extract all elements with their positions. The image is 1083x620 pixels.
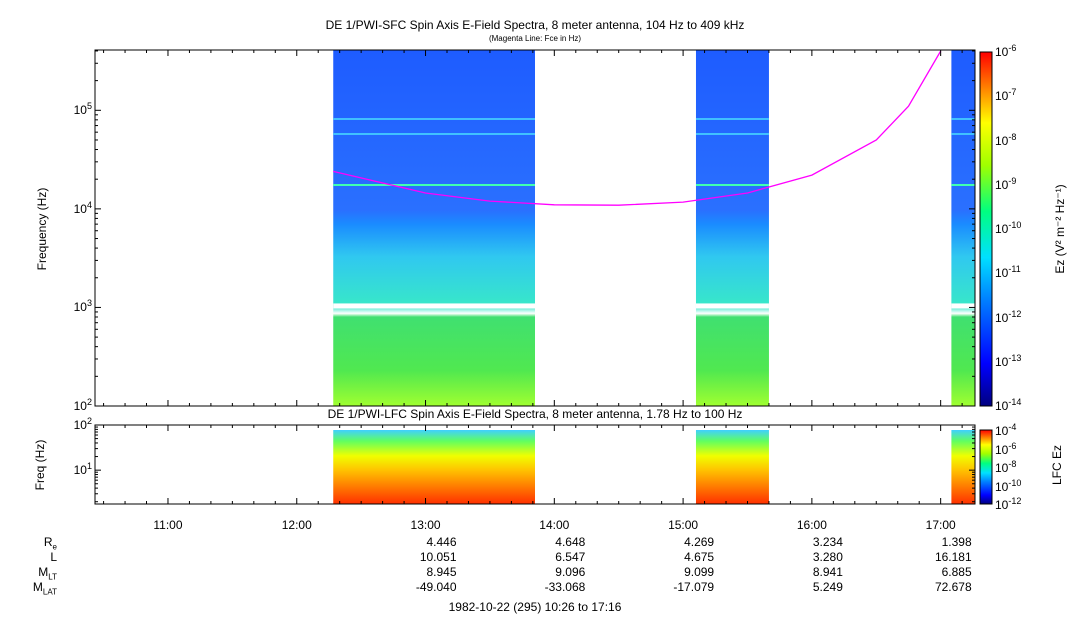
sfc-colorbar-tick: 10-7: [995, 87, 1017, 104]
sfc-ytick-label: 104: [73, 199, 92, 216]
lfc-colorbar-tick: 10-4: [995, 422, 1017, 438]
x-tick-label: 12:00: [281, 518, 312, 532]
lfc-colorbar-tick: 10-10: [995, 477, 1022, 494]
sfc-ytick-label: 103: [73, 298, 92, 315]
sfc-colorbar-tick: 10-10: [995, 220, 1022, 236]
ephemeris-value: 4.675: [684, 550, 715, 564]
x-tick-label: 14:00: [539, 518, 570, 532]
lfc-segment-1: [333, 430, 535, 504]
x-tick-label: 15:00: [668, 518, 699, 532]
sfc-stripe: [951, 133, 975, 135]
sfc-gap-band: [333, 303, 535, 309]
ephemeris-value: 4.446: [426, 535, 457, 549]
sfc-stripe: [951, 118, 975, 120]
ephemeris-value: 9.096: [555, 565, 586, 579]
ephemeris-value: -49.040: [415, 580, 457, 594]
sfc-colorbar-tick: 10-9: [995, 175, 1017, 192]
sfc-segment-1: [333, 50, 535, 406]
ephemeris-row-label: MLAT: [32, 580, 57, 597]
sfc-segment-2: [695, 50, 769, 406]
ephemeris-value: 6.885: [941, 565, 972, 579]
sfc-colorbar-tick: 10-11: [995, 264, 1021, 281]
sfc-stripe: [695, 133, 769, 135]
ephemeris-value: 16.181: [934, 550, 972, 564]
lfc-colorbar-tick: 10-12: [995, 496, 1022, 512]
lfc-ytick-label: 101: [73, 461, 92, 478]
ephemeris-value: 8.945: [426, 565, 457, 579]
fce-line: [333, 50, 942, 206]
lfc-colorbar: [979, 429, 993, 505]
sfc-colorbar-tick: 10-8: [995, 131, 1017, 148]
x-tick-label: 17:00: [925, 518, 956, 532]
ephemeris-value: -17.079: [673, 580, 715, 594]
sfc-stripe: [333, 118, 535, 120]
sfc-stripe: [333, 184, 535, 186]
lfc-colorbar-tick: 10-6: [995, 440, 1017, 457]
lfc-segment-3: [951, 430, 975, 504]
x-tick-label: 16:00: [796, 518, 827, 532]
time-range-footer: 1982-10-22 (295) 10:26 to 17:16: [448, 600, 622, 614]
ephemeris-value: 1.398: [941, 535, 972, 549]
ephemeris-row-label: L: [50, 550, 57, 564]
ephemeris-row-label: Re: [43, 535, 57, 552]
sfc-ytick-label: 102: [73, 397, 92, 413]
sfc-stripe: [695, 184, 769, 186]
sfc-gap-band: [951, 303, 975, 309]
x-tick-label: 11:00: [153, 518, 183, 532]
sfc-stripe: [695, 118, 769, 120]
lfc-plot-frame: [94, 424, 976, 505]
ephemeris-row-label: MLT: [38, 565, 57, 582]
sfc-plot-frame: [94, 49, 976, 407]
ephemeris-value: 72.678: [934, 580, 972, 594]
lfc-ytick-label: 102: [73, 416, 92, 432]
sfc-subtitle: (Magenta Line: Fce in Hz): [488, 34, 582, 43]
sfc-title: DE 1/PWI-SFC Spin Axis E-Field Spectra, …: [325, 18, 745, 32]
sfc-ytick-label: 105: [73, 101, 92, 118]
ephemeris-value: 4.648: [555, 535, 586, 549]
ephemeris-value: 5.249: [812, 580, 843, 594]
sfc-colorbar-tick: 10-6: [995, 43, 1017, 59]
ephemeris-value: 8.941: [812, 565, 843, 579]
sfc-gap-band: [695, 303, 769, 309]
sfc-segment-3: [951, 50, 975, 406]
sfc-colorbar-tick: 10-12: [995, 308, 1022, 325]
ephemeris-value: -33.068: [544, 580, 586, 594]
lfc-colorbar-tick: 10-8: [995, 459, 1017, 475]
ephemeris-value: 3.280: [812, 550, 843, 564]
x-tick-label: 13:00: [410, 518, 441, 532]
sfc-colorbar: [979, 51, 993, 407]
ephemeris-value: 9.099: [684, 565, 715, 579]
ephemeris-value: 6.547: [555, 550, 586, 564]
ephemeris-value: 10.051: [419, 550, 457, 564]
sfc-colorbar-tick: 10-13: [995, 352, 1022, 369]
ephemeris-value: 3.234: [812, 535, 843, 549]
sfc-stripe: [951, 184, 975, 186]
lfc-segment-2: [695, 430, 769, 504]
sfc-stripe: [333, 133, 535, 135]
lfc-title: DE 1/PWI-LFC Spin Axis E-Field Spectra, …: [327, 407, 743, 421]
sfc-colorbar-tick: 10-14: [995, 397, 1022, 413]
ephemeris-value: 4.269: [684, 535, 715, 549]
